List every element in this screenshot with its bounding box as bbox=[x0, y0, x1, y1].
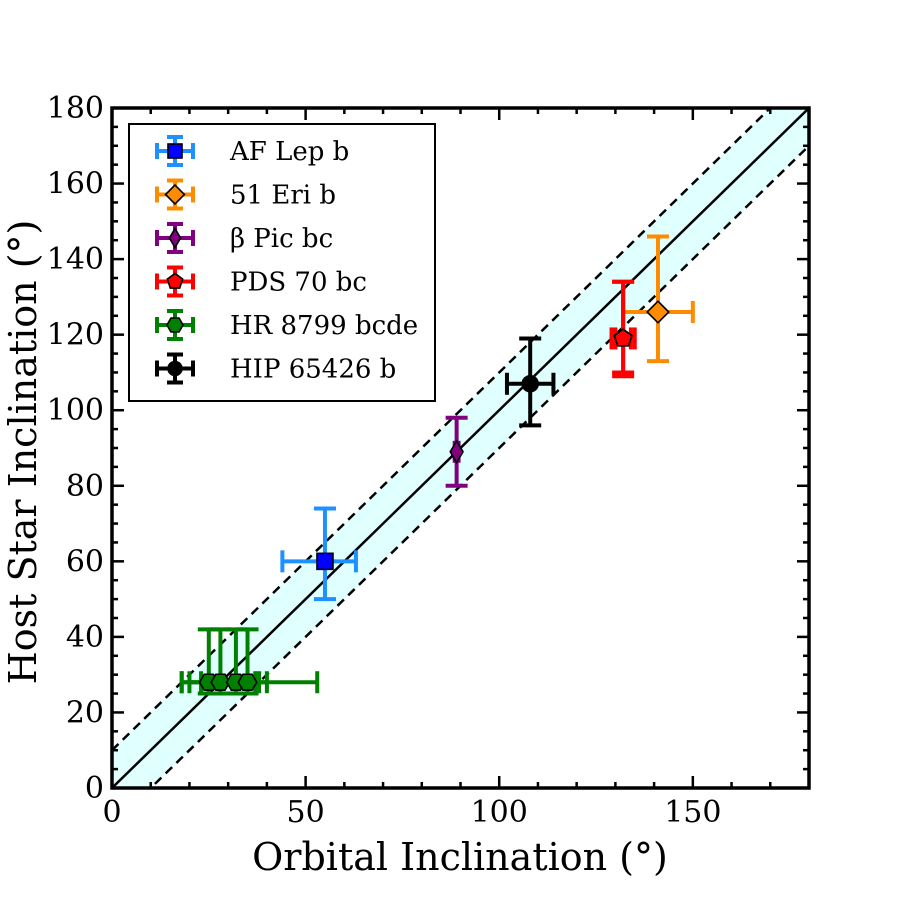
series-5 bbox=[504, 336, 556, 428]
legend-label-4: HR 8799 bcde bbox=[230, 311, 418, 341]
x-tick-label: 0 bbox=[102, 795, 121, 830]
legend-marker-2 bbox=[168, 226, 182, 250]
legend-label-2: β Pic bc bbox=[230, 224, 333, 254]
y-tick-label: 100 bbox=[47, 393, 104, 428]
x-tick-label: 150 bbox=[664, 795, 721, 830]
y-tick-label: 60 bbox=[66, 544, 104, 579]
series-2-point-0-marker bbox=[449, 439, 464, 465]
legend-label-3: PDS 70 bc bbox=[230, 268, 367, 298]
series-5-point-0-marker bbox=[521, 374, 540, 393]
legend-marker-3 bbox=[166, 272, 184, 289]
legend: AF Lep b 51 Eri b β Pic bc PDS 70 bc HR 8799… bbox=[128, 123, 436, 402]
series-1-point-0-marker bbox=[646, 300, 670, 324]
legend-marker-5 bbox=[167, 360, 183, 377]
series-4 bbox=[179, 627, 320, 696]
upper-dashed-line bbox=[112, 108, 773, 752]
y-tick-label: 120 bbox=[47, 318, 104, 353]
legend-entry-0: AF Lep b bbox=[155, 135, 349, 167]
series-2 bbox=[445, 415, 468, 488]
legend-entry-3: PDS 70 bc bbox=[155, 265, 367, 298]
x-tick-label: 50 bbox=[287, 795, 325, 830]
series-3-point-1-marker bbox=[613, 328, 633, 347]
legend-label-1: 51 Eri b bbox=[230, 181, 336, 211]
legend-entry-1: 51 Eri b bbox=[155, 178, 336, 211]
series-0 bbox=[280, 506, 358, 602]
y-tick-label: 40 bbox=[66, 620, 104, 655]
x-tick-label: 100 bbox=[471, 795, 528, 830]
ticks-layer: 0 50 100 150 0 20 40 60 80 100 120 140 160 180 bbox=[47, 91, 809, 830]
y-tick-label: 0 bbox=[85, 771, 104, 806]
y-tick-label: 80 bbox=[66, 469, 104, 504]
legend-entry-4: HR 8799 bcde bbox=[155, 309, 418, 341]
legend-label-5: HIP 65426 b bbox=[230, 355, 396, 385]
legend-marker-1 bbox=[164, 183, 186, 206]
y-tick-label: 180 bbox=[47, 91, 104, 126]
y-tick-label: 140 bbox=[47, 242, 104, 277]
y-tick-label: 160 bbox=[47, 167, 104, 202]
series-4-point-1-marker bbox=[210, 673, 231, 691]
legend-entry-5: HIP 65426 b bbox=[155, 352, 396, 385]
series-3 bbox=[609, 279, 637, 379]
y-axis-title: Host Star Inclination (°) bbox=[1, 220, 45, 685]
legend-marker-4 bbox=[166, 317, 184, 333]
legend-marker-0 bbox=[167, 143, 183, 159]
y-tick-label: 20 bbox=[66, 695, 104, 730]
x-axis-title: Orbital Inclination (°) bbox=[252, 835, 668, 879]
series-0-point-0-marker bbox=[316, 552, 334, 571]
legend-entry-2: β Pic bc bbox=[155, 222, 333, 254]
series-4-point-3-marker bbox=[237, 673, 258, 691]
legend-label-0: AF Lep b bbox=[229, 137, 349, 167]
points-layer bbox=[179, 234, 695, 696]
